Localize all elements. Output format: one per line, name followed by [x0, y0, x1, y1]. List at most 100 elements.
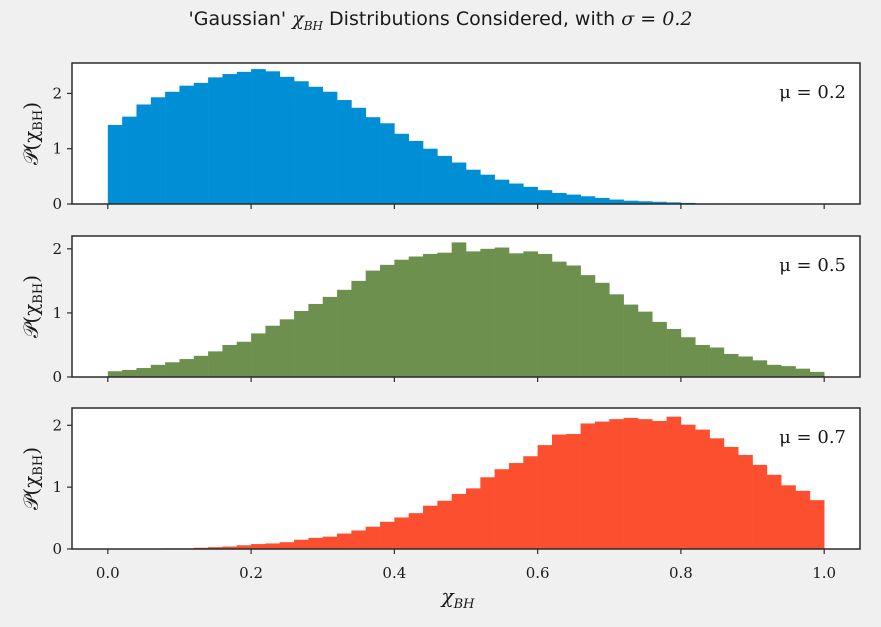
y-axis-label-sub: BH [31, 283, 46, 304]
histogram-bar [566, 265, 581, 377]
histogram-bar [279, 319, 295, 377]
histogram-bar [637, 311, 653, 377]
histogram-bar [666, 328, 682, 377]
y-axis-label: 𝒫(χBH) [19, 102, 46, 165]
plot-frame [71, 407, 861, 550]
histogram-bar [394, 259, 409, 377]
histogram-bar [781, 485, 796, 549]
histogram-bar [208, 77, 223, 204]
plot-frame [71, 235, 861, 378]
y-axis-label-main: 𝒫(χ [19, 304, 43, 338]
histogram-bar [566, 433, 581, 549]
histogram-bar [480, 174, 495, 204]
panel-annotation: μ = 0.2 [779, 82, 846, 103]
histogram-bar [193, 355, 209, 377]
histogram-bar [451, 162, 467, 204]
histogram-bar [222, 546, 238, 549]
histogram-bar [695, 429, 710, 549]
histogram-bar [265, 71, 281, 204]
histogram-bar [609, 199, 624, 204]
histogram-bar [709, 438, 725, 549]
histogram-bar [179, 85, 195, 204]
histogram-bar [781, 366, 796, 377]
histogram-bar [236, 341, 252, 377]
histogram-bar [408, 256, 424, 377]
histogram-bar [637, 201, 653, 204]
histogram-bar [594, 421, 610, 549]
y-tick-label: 0 [52, 195, 62, 213]
histogram-bar [322, 296, 338, 377]
histogram-bar [537, 253, 553, 377]
histogram-bar [337, 533, 352, 549]
panel-2: 0 1 2 μ = 0.5 𝒫(χBH) [19, 235, 861, 386]
histogram-bar [580, 275, 596, 377]
y-axis-label: 𝒫(χBH) [19, 447, 46, 510]
x-tick-label: 0.4 [382, 564, 406, 582]
histogram-bar [580, 423, 596, 549]
histogram-bar [165, 91, 180, 204]
histogram-bar [423, 253, 438, 377]
histogram-bar [666, 416, 682, 549]
chart-title: 'Gaussian' χBH Distributions Considered,… [0, 8, 881, 33]
histogram-bar [222, 344, 238, 377]
histogram-bar [107, 124, 123, 204]
histogram-bar [308, 86, 324, 204]
histogram-bar [308, 303, 324, 377]
y-axis-label-sub: BH [31, 110, 46, 131]
histogram-bar [766, 474, 782, 549]
histogram-bar [580, 196, 596, 204]
histogram-bar [594, 282, 610, 377]
plot-frame [71, 62, 861, 205]
histogram-bar [251, 333, 266, 377]
histogram-bar [795, 368, 811, 377]
histogram-bar [150, 364, 166, 377]
y-axis-label-close: ) [19, 447, 43, 455]
histogram-bar [394, 133, 409, 204]
histogram-bar [623, 304, 639, 377]
histogram-bar [508, 183, 524, 204]
x-tick-label: 1.0 [812, 564, 836, 582]
histogram-bar [466, 169, 481, 204]
histogram-bar [265, 543, 281, 549]
histogram-bar [809, 371, 825, 377]
y-axis-label-main: 𝒫(χ [19, 476, 43, 510]
histogram-bar [179, 359, 195, 377]
histogram-bar [537, 445, 553, 549]
histogram-bar [709, 347, 725, 377]
histogram-bar [150, 97, 166, 204]
histogram-bar [494, 179, 510, 204]
histogram-bar [337, 289, 352, 377]
histogram-bar [107, 371, 123, 377]
title-chi-sub: BH [303, 18, 323, 33]
histogram-bar [738, 356, 753, 377]
histogram-bar [322, 536, 338, 549]
histogram-bar [423, 505, 438, 549]
histogram-bar [165, 362, 180, 377]
histogram-bar [236, 545, 252, 549]
histogram-bar [551, 434, 567, 549]
histogram-bar [695, 344, 710, 377]
histogram-bar [609, 294, 624, 377]
histogram-bar [623, 417, 639, 549]
x-tick-label: 0.8 [669, 564, 693, 582]
panel-annotation: μ = 0.7 [779, 427, 846, 448]
y-axis-label-main: 𝒫(χ [19, 131, 43, 165]
histogram-bar [408, 513, 424, 549]
histogram-bar [437, 252, 452, 377]
y-tick-label: 0 [52, 368, 62, 386]
histogram-bar [279, 542, 295, 549]
histogram-bar [251, 69, 266, 204]
y-axis-label: 𝒫(χBH) [19, 275, 46, 338]
y-tick-label: 2 [52, 416, 62, 434]
histogram-bar [652, 420, 667, 549]
title-sigma: σ = 0.2 [621, 8, 693, 30]
y-tick-label: 1 [52, 304, 62, 322]
histogram-bar [680, 337, 696, 377]
title-chi: χ [292, 8, 304, 30]
histogram-bar [738, 455, 753, 549]
x-tick-label: 0.0 [96, 564, 120, 582]
histogram-bar [380, 123, 395, 204]
histogram-bar [809, 500, 825, 549]
panel-3: 0 1 2 0.0 0.2 0.4 0.6 0.8 1.0 μ = 0.7 𝒫(χBH) [19, 407, 861, 582]
